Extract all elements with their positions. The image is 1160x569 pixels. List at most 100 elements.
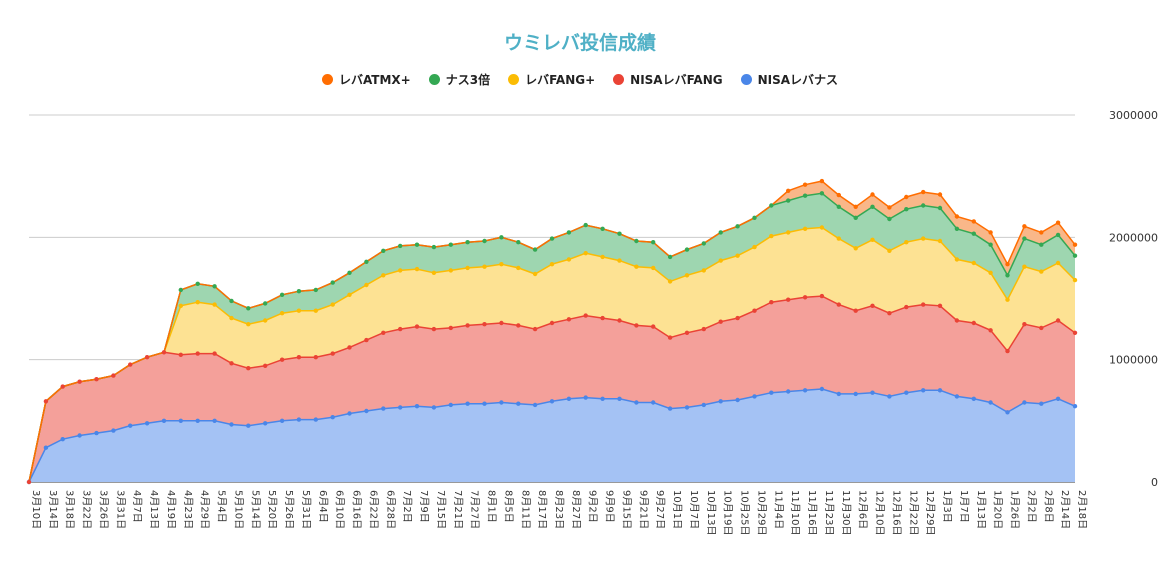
data-point xyxy=(516,240,521,245)
data-point xyxy=(786,297,791,302)
data-point xyxy=(1072,330,1078,335)
data-point xyxy=(1005,348,1010,354)
data-point xyxy=(904,194,909,200)
data-point xyxy=(178,287,183,293)
data-point xyxy=(229,361,234,366)
data-point xyxy=(921,302,926,307)
data-point xyxy=(954,214,960,219)
x-tick-label: 3月10日 xyxy=(30,490,42,529)
data-point xyxy=(802,193,808,198)
data-point xyxy=(516,401,521,406)
data-point xyxy=(701,268,706,273)
data-point xyxy=(212,418,217,423)
data-point xyxy=(263,301,268,306)
legend-label: ナス3倍 xyxy=(445,73,491,87)
data-point xyxy=(735,253,740,258)
x-tick-label: 12月29日 xyxy=(924,490,936,535)
data-point xyxy=(532,247,538,252)
x-tick-label: 11月4日 xyxy=(772,490,784,529)
data-point xyxy=(786,389,791,394)
y-tick-label: 1000000 xyxy=(1109,354,1158,367)
data-point xyxy=(549,236,555,241)
data-point xyxy=(549,399,555,404)
x-tick-label: 1月7日 xyxy=(958,490,970,523)
data-point xyxy=(212,351,217,356)
data-point xyxy=(279,418,285,423)
x-tick-label: 1月13日 xyxy=(975,490,987,529)
data-point xyxy=(684,273,690,278)
data-point xyxy=(347,411,352,416)
x-tick-label: 7月2日 xyxy=(401,490,413,523)
data-point xyxy=(144,355,150,360)
data-point xyxy=(482,238,487,244)
legend-item-atmx[interactable]: レバATMX+ xyxy=(321,71,411,88)
x-tick-label: 6月10日 xyxy=(334,490,346,529)
data-point xyxy=(1005,262,1010,267)
data-point xyxy=(971,260,976,266)
data-point xyxy=(819,293,825,299)
data-point xyxy=(448,242,453,247)
data-point xyxy=(246,322,251,327)
data-point xyxy=(178,418,183,423)
data-point xyxy=(482,322,487,327)
data-point xyxy=(263,363,268,368)
data-point xyxy=(701,241,706,246)
legend-item-fang[interactable]: レバFANG+ xyxy=(508,71,595,88)
data-point xyxy=(921,388,926,393)
x-tick-label: 5月4日 xyxy=(216,490,228,523)
data-point xyxy=(904,207,909,212)
data-point xyxy=(887,248,892,253)
data-point xyxy=(1022,264,1027,269)
data-point xyxy=(161,350,167,355)
legend-item-nisa-nas[interactable]: NISAレバナス xyxy=(740,71,838,88)
x-tick-label: 9月2日 xyxy=(587,490,599,523)
x-tick-label: 3月22日 xyxy=(81,490,93,529)
data-point xyxy=(769,233,774,239)
data-point xyxy=(111,373,116,378)
data-point xyxy=(1005,297,1010,302)
x-tick-label: 9月9日 xyxy=(604,490,616,523)
data-point xyxy=(786,230,791,235)
data-point xyxy=(1039,401,1044,406)
data-point xyxy=(904,390,909,395)
data-point xyxy=(651,324,656,329)
data-point xyxy=(667,406,673,411)
data-point xyxy=(347,345,352,350)
x-tick-label: 6月28日 xyxy=(384,490,396,529)
data-point xyxy=(381,248,386,253)
data-point xyxy=(667,335,673,340)
data-point xyxy=(971,219,976,224)
legend-item-nas3[interactable]: ナス3倍 xyxy=(428,71,491,88)
data-point xyxy=(988,230,993,235)
data-point xyxy=(836,192,841,198)
legend-item-nisa-fang[interactable]: NISAレバFANG xyxy=(613,71,723,88)
data-point xyxy=(195,418,200,423)
data-point xyxy=(819,225,825,230)
data-point xyxy=(128,423,133,428)
data-point xyxy=(448,325,453,331)
data-point xyxy=(853,215,858,220)
data-point xyxy=(364,337,369,343)
data-point xyxy=(954,318,960,323)
data-point xyxy=(448,402,453,408)
data-point xyxy=(1022,322,1027,327)
data-point xyxy=(431,326,437,332)
x-tick-label: 3月31日 xyxy=(114,490,126,529)
data-point xyxy=(1022,236,1027,241)
data-point xyxy=(1005,273,1010,278)
data-point xyxy=(954,226,960,231)
data-point xyxy=(313,417,318,422)
data-point xyxy=(937,388,943,393)
legend-marker xyxy=(428,74,440,85)
data-point xyxy=(296,289,302,294)
data-point xyxy=(752,308,757,313)
data-point xyxy=(684,330,690,335)
data-point xyxy=(988,270,993,275)
legend-marker xyxy=(740,74,752,85)
data-point xyxy=(752,215,757,220)
data-point xyxy=(786,188,791,193)
data-point xyxy=(398,243,403,249)
data-point xyxy=(296,308,302,313)
data-point xyxy=(921,236,926,241)
data-point xyxy=(769,390,774,395)
